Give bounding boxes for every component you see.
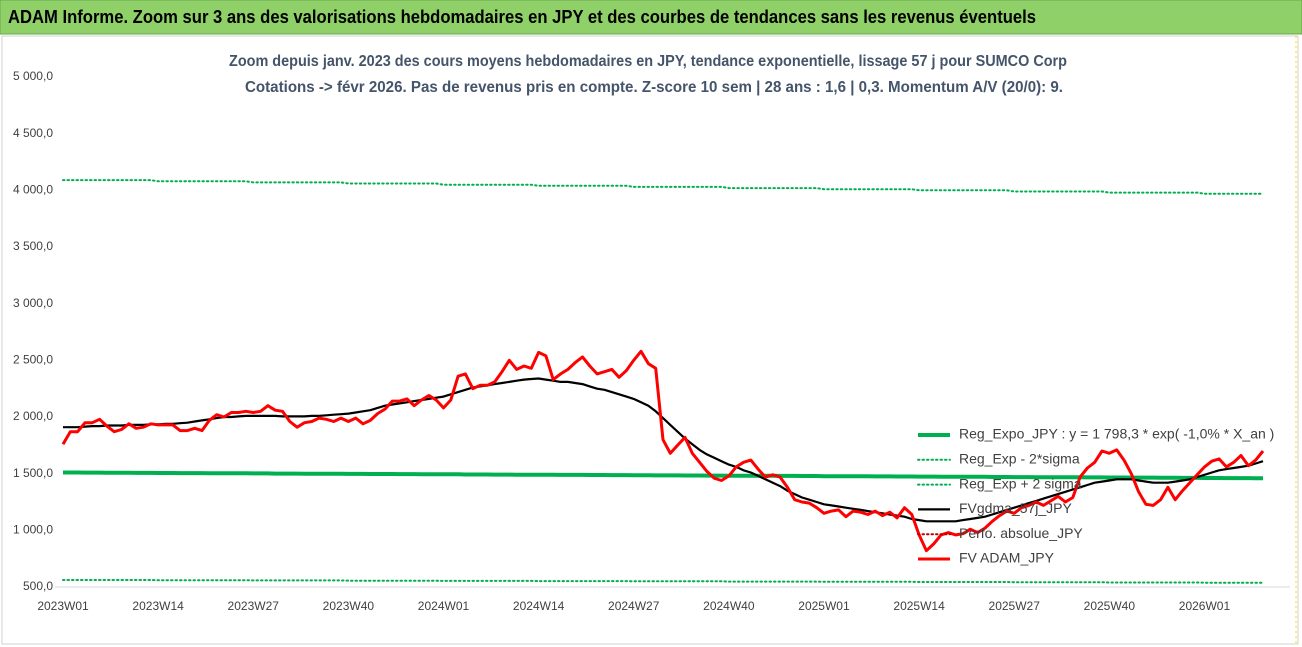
y-tick-label: 1 000,0 xyxy=(13,523,53,537)
page-title: ADAM Informe. Zoom sur 3 ans des valoris… xyxy=(8,7,1036,27)
x-tick-label: 2024W14 xyxy=(513,599,565,613)
y-tick-label: 1 500,0 xyxy=(13,466,53,480)
x-tick-label: 2023W01 xyxy=(37,599,89,613)
x-tick-label: 2023W40 xyxy=(323,599,375,613)
x-tick-label: 2024W01 xyxy=(418,599,470,613)
x-tick-label: 2023W14 xyxy=(132,599,184,613)
chart-title: Zoom depuis janv. 2023 des cours moyens … xyxy=(229,53,1067,70)
x-tick-label: 2024W27 xyxy=(608,599,660,613)
legend-label: FV ADAM_JPY xyxy=(959,550,1055,566)
x-tick-label: 2025W01 xyxy=(798,599,850,613)
legend-label: Reg_Expo_JPY : y = 1 798,3 * exp( -1,0% … xyxy=(959,426,1274,442)
y-tick-label: 2 000,0 xyxy=(13,409,53,423)
legend-label: Perfo. absolue_JPY xyxy=(959,525,1083,541)
series-line xyxy=(62,179,1264,195)
x-tick-label: 2025W27 xyxy=(989,599,1041,613)
x-tick-label: 2025W40 xyxy=(1084,599,1136,613)
legend-label: Reg_Exp - 2*sigma xyxy=(959,451,1080,467)
header-bar xyxy=(0,0,1302,35)
chart-subtitle: Cotations -> févr 2026. Pas de revenus p… xyxy=(245,79,1063,96)
x-tick-label: 2024W40 xyxy=(703,599,755,613)
series-line xyxy=(62,579,1264,584)
legend-label: Reg_Exp + 2 sigma xyxy=(959,475,1082,491)
x-tick-label: 2025W14 xyxy=(893,599,945,613)
y-tick-label: 4 000,0 xyxy=(13,183,53,197)
y-tick-label: 3 500,0 xyxy=(13,239,53,253)
series-line xyxy=(63,377,1264,523)
y-tick-label: 2 500,0 xyxy=(13,353,53,367)
series-line xyxy=(63,470,1263,481)
y-tick-label: 5 000,0 xyxy=(13,69,53,83)
x-tick-label: 2026W01 xyxy=(1179,599,1231,613)
y-tick-label: 4 500,0 xyxy=(13,126,53,140)
series-line xyxy=(61,349,1265,553)
y-tick-label: 3 000,0 xyxy=(13,296,53,310)
x-tick-label: 2023W27 xyxy=(228,599,280,613)
legend-label: FVgdma_57j_JPY xyxy=(959,500,1073,516)
y-tick-label: 500,0 xyxy=(23,579,53,593)
chart-frame xyxy=(1,35,1299,645)
